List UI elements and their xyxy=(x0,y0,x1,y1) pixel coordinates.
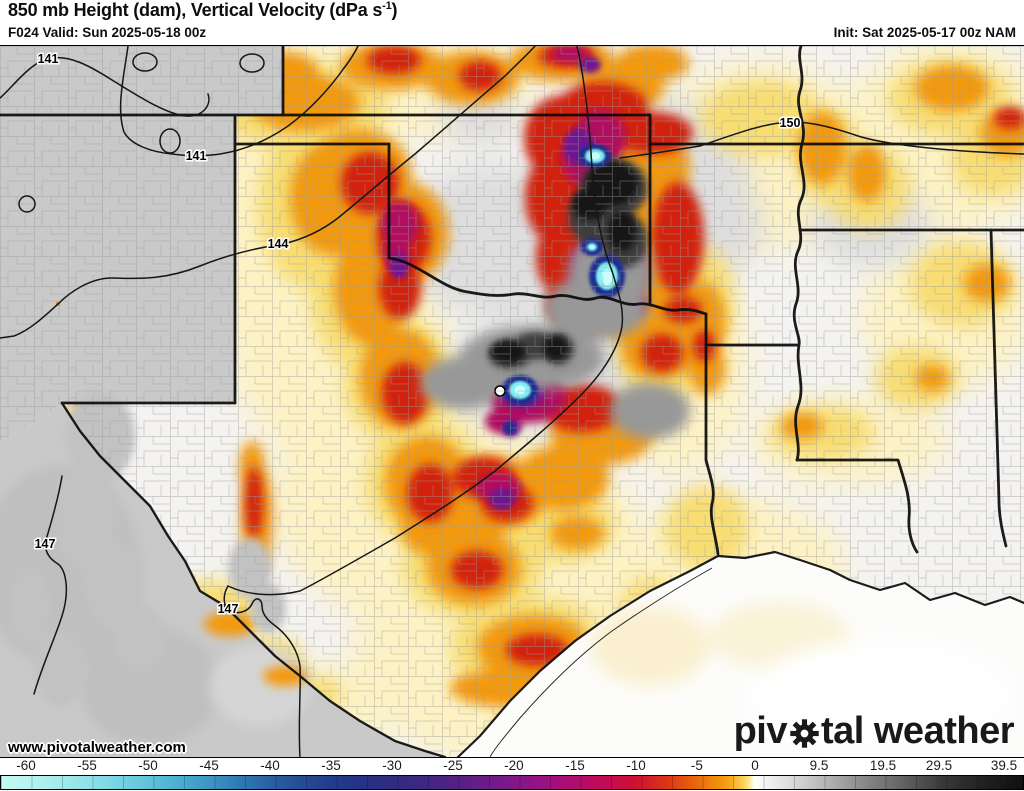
colorbar-tick: -40 xyxy=(260,758,280,773)
colorbar-tick: -20 xyxy=(504,758,524,773)
colorbar-tick: -5 xyxy=(690,758,703,773)
page-title: 850 mb Height (dam), Vertical Velocity (… xyxy=(8,0,398,20)
header: 850 mb Height (dam), Vertical Velocity (… xyxy=(0,0,1024,45)
pivotal-weather-logo: piv tal weather xyxy=(733,710,1015,753)
valid-time-label: F024 Valid: Sun 2025-05-18 00z xyxy=(8,25,207,40)
colorbar-tick: -25 xyxy=(443,758,463,773)
colorbar-tick: 19.5 xyxy=(869,758,897,773)
colorbar-tick: 39.5 xyxy=(990,758,1018,773)
weather-map-canvas: 141 141 144 150 147 147 xyxy=(0,46,1024,757)
gulf-water xyxy=(458,552,1024,757)
height-contours xyxy=(0,46,1024,757)
colorbar-tick: 0 xyxy=(751,758,759,773)
colorbar-tick: -30 xyxy=(382,758,402,773)
title-superscript: -1 xyxy=(382,0,392,12)
contour-label: 147 xyxy=(218,602,239,616)
contour-label: 141 xyxy=(38,52,59,66)
colorbar-tick: -50 xyxy=(138,758,158,773)
contour-labels: 141 141 144 150 147 147 xyxy=(33,51,802,618)
map-container: 141 141 144 150 147 147 www.pivotalweath… xyxy=(0,45,1024,758)
colorbar-gradient xyxy=(0,775,1024,790)
colorbar-tick: -45 xyxy=(199,758,219,773)
logo-text-pre: piv xyxy=(733,710,788,752)
init-time-label: Init: Sat 2025-05-17 00z NAM xyxy=(833,25,1016,40)
contour-label: 150 xyxy=(780,116,801,130)
barrier-islands xyxy=(489,567,713,757)
contour-label: 147 xyxy=(35,537,56,551)
colorbar-tick: 29.5 xyxy=(925,758,953,773)
state-borders xyxy=(0,46,1024,757)
colorbar-tick: -15 xyxy=(565,758,585,773)
contour-label: 141 xyxy=(186,149,207,163)
gear-icon xyxy=(790,719,819,748)
watermark-url: www.pivotalweather.com xyxy=(8,739,186,756)
colorbar: -60 -55 -50 -45 -40 -35 -30 -25 -20 -15 … xyxy=(0,758,1024,791)
colorbar-tick: -10 xyxy=(626,758,646,773)
colorbar-tick: 9.5 xyxy=(809,758,829,773)
colorbar-tick: -60 xyxy=(16,758,36,773)
colorbar-tick: -35 xyxy=(321,758,341,773)
colorbar-tick: -55 xyxy=(77,758,97,773)
contour-label: 144 xyxy=(268,237,289,251)
logo-text-post: tal weather xyxy=(820,710,1015,752)
